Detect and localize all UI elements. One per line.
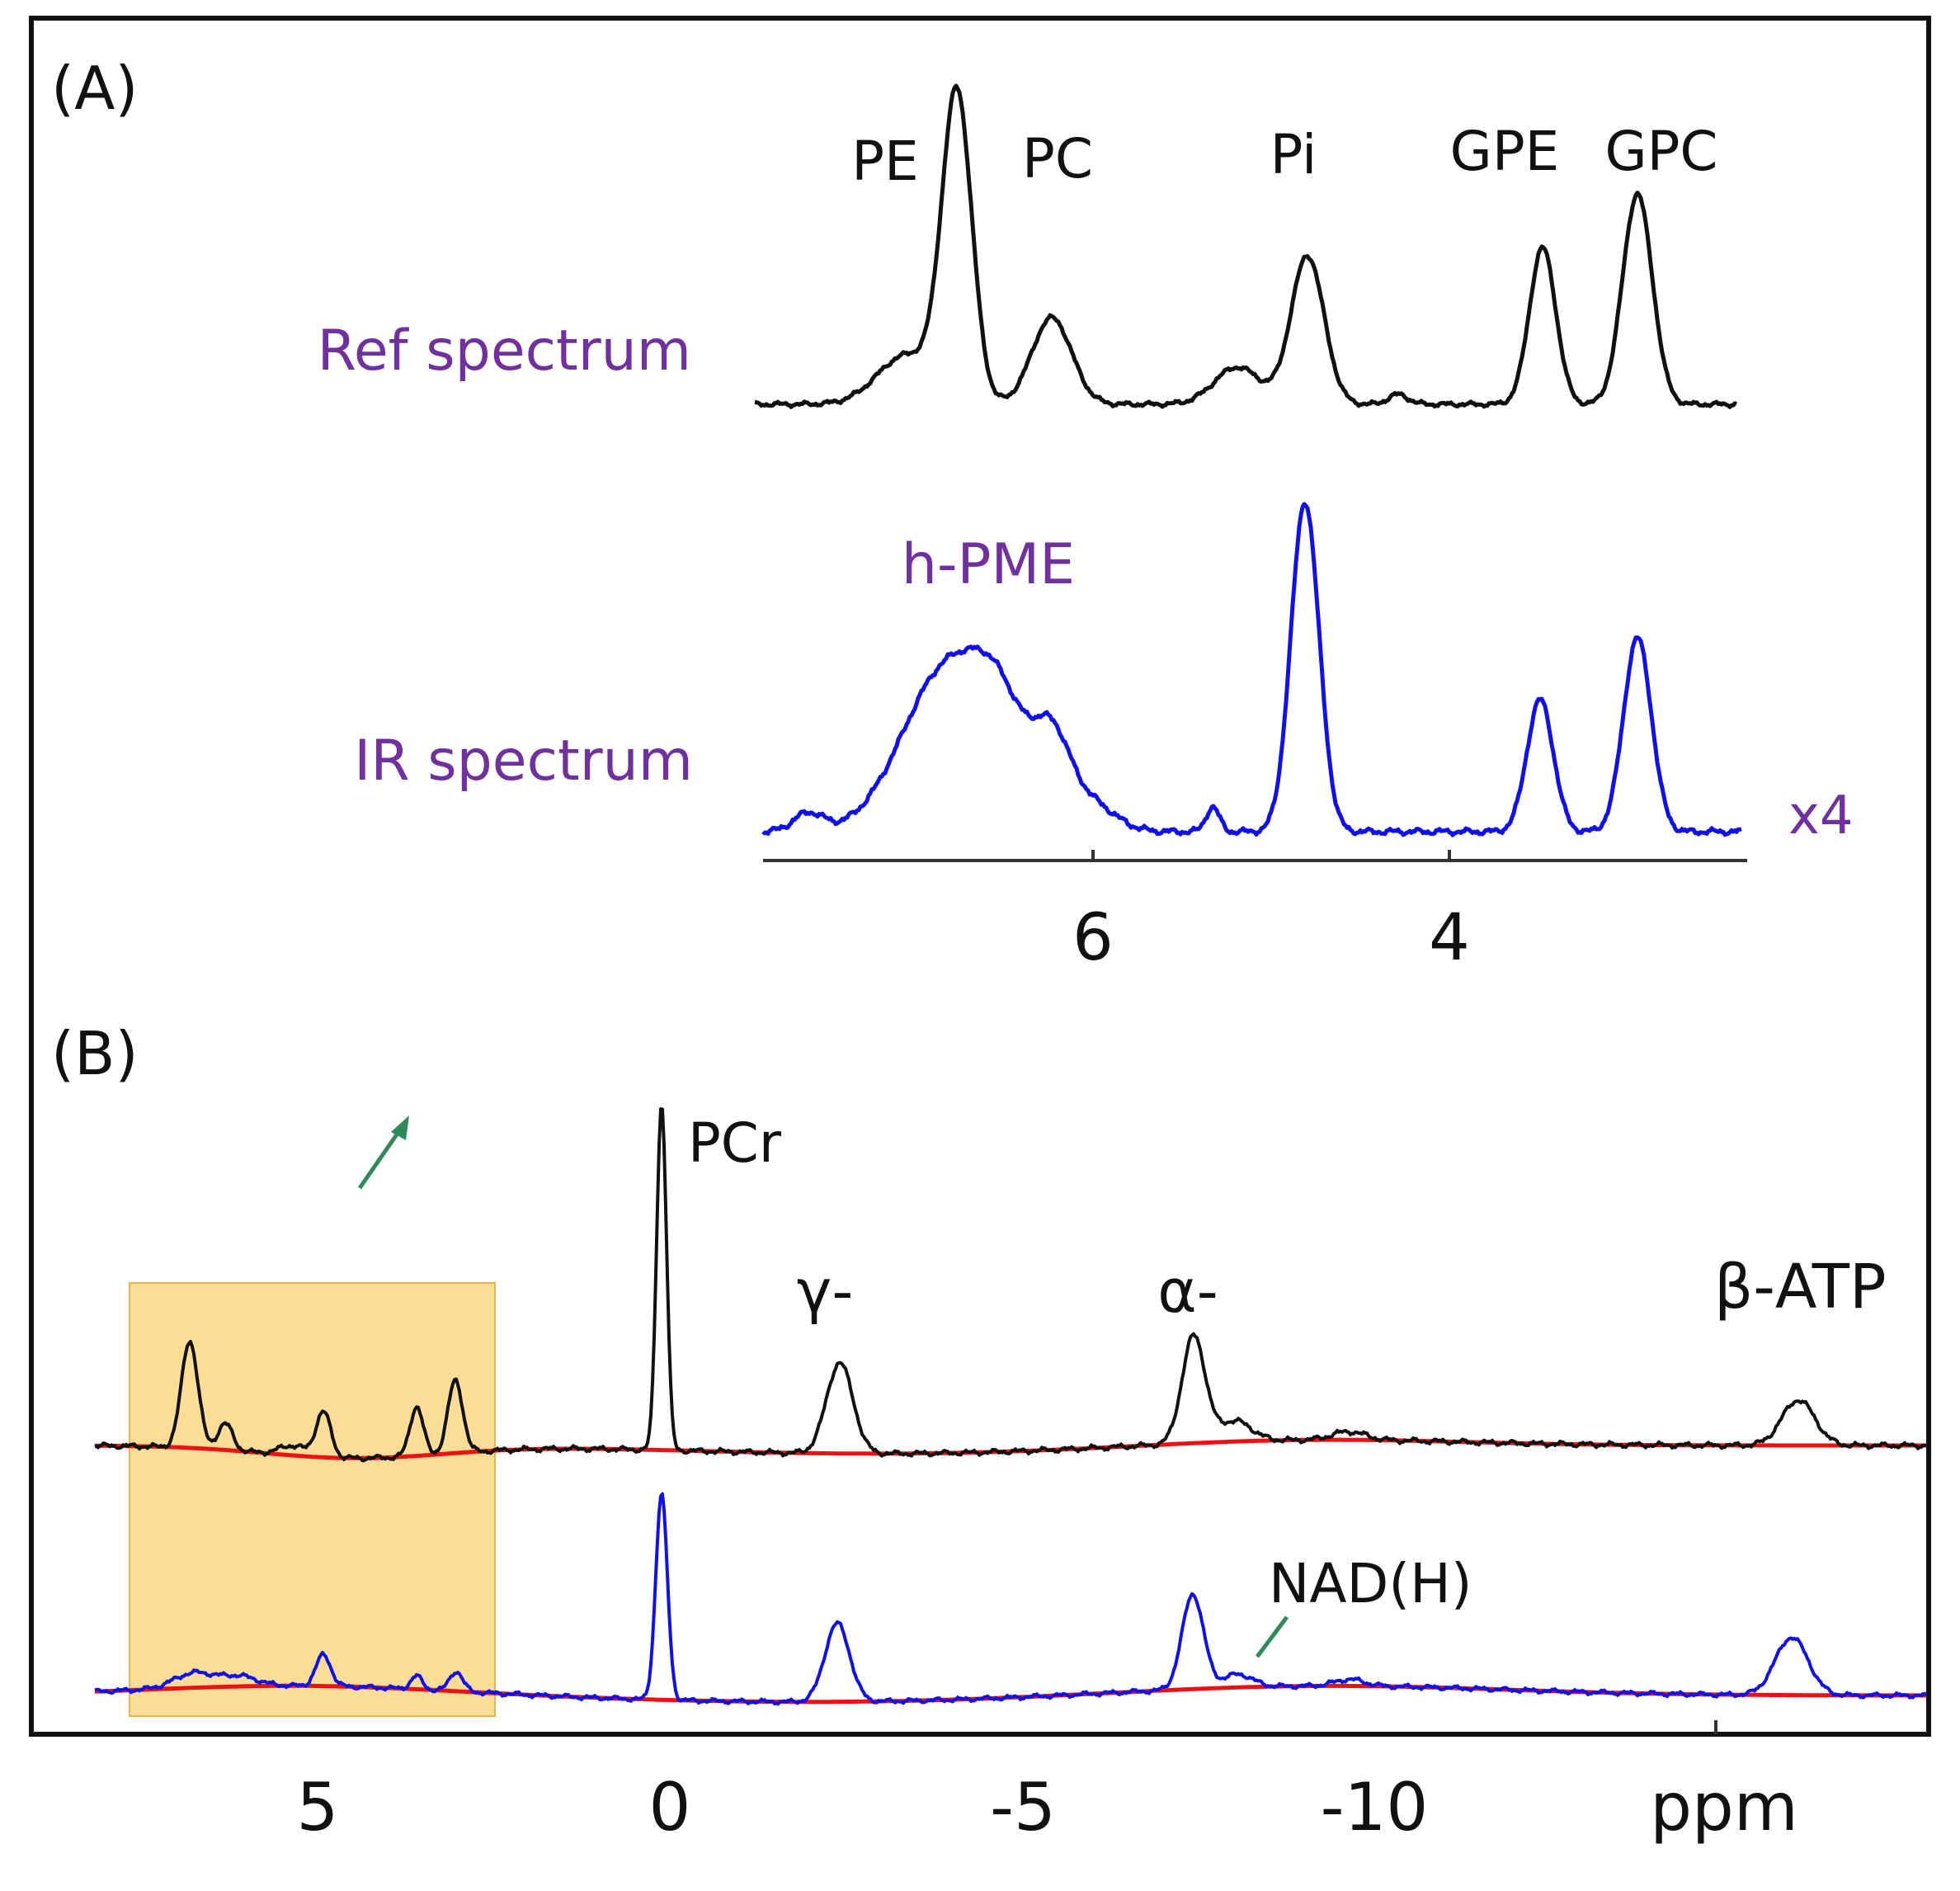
ir-spectrum-line	[761, 502, 1742, 837]
ref-spectrum-line	[754, 83, 1738, 409]
upper-spectrum-line	[94, 1107, 1927, 1463]
panel-b-unit-label: ppm	[1650, 1769, 1798, 1846]
panel-b-tick-label-minus-10: -10	[1321, 1769, 1429, 1846]
nad-pointer-line	[1256, 1615, 1289, 1658]
panel-b: (B) PCr γ- α- β-ATP NAD(H) 5 0 -5 -10 pp…	[31, 1019, 1929, 1846]
peak-label-pi: Pi	[1270, 123, 1317, 186]
lower-spectrum-line	[94, 1492, 1928, 1706]
scale-x4-label: x4	[1788, 785, 1854, 846]
peak-label-gpc: GPC	[1604, 120, 1717, 183]
ref-spectrum-label: Ref spectrum	[318, 318, 691, 384]
peak-label-pcr: PCr	[688, 1111, 782, 1175]
peak-label-pe: PE	[851, 130, 919, 193]
peak-label-gpe: GPE	[1450, 120, 1560, 183]
panel-b-label: (B)	[51, 1019, 139, 1088]
peak-label-nadh: NAD(H)	[1269, 1552, 1472, 1615]
peak-label-alpha: α-	[1157, 1257, 1218, 1326]
panel-a-tick-label-4: 4	[1429, 901, 1470, 975]
green-arrow-head	[391, 1115, 409, 1140]
panel-b-tick-label-0: 0	[649, 1769, 691, 1846]
panel-a-label: (A)	[51, 54, 138, 123]
panel-a-tick-label-6: 6	[1072, 901, 1114, 975]
highlight-region	[129, 1282, 496, 1717]
ir-spectrum-label: IR spectrum	[354, 729, 693, 794]
peak-label-beta-atp: β-ATP	[1714, 1252, 1887, 1323]
panel-b-tick-label-5: 5	[297, 1769, 339, 1846]
panel-b-tick-label-minus-5: -5	[990, 1769, 1056, 1846]
peak-label-pc: PC	[1022, 127, 1093, 191]
peak-label-gamma: γ-	[797, 1257, 854, 1326]
h-pme-label: h-PME	[902, 532, 1075, 597]
panel-a: (A) PE PC Pi GPE GPC Ref spectrum IR spe…	[51, 54, 1854, 975]
